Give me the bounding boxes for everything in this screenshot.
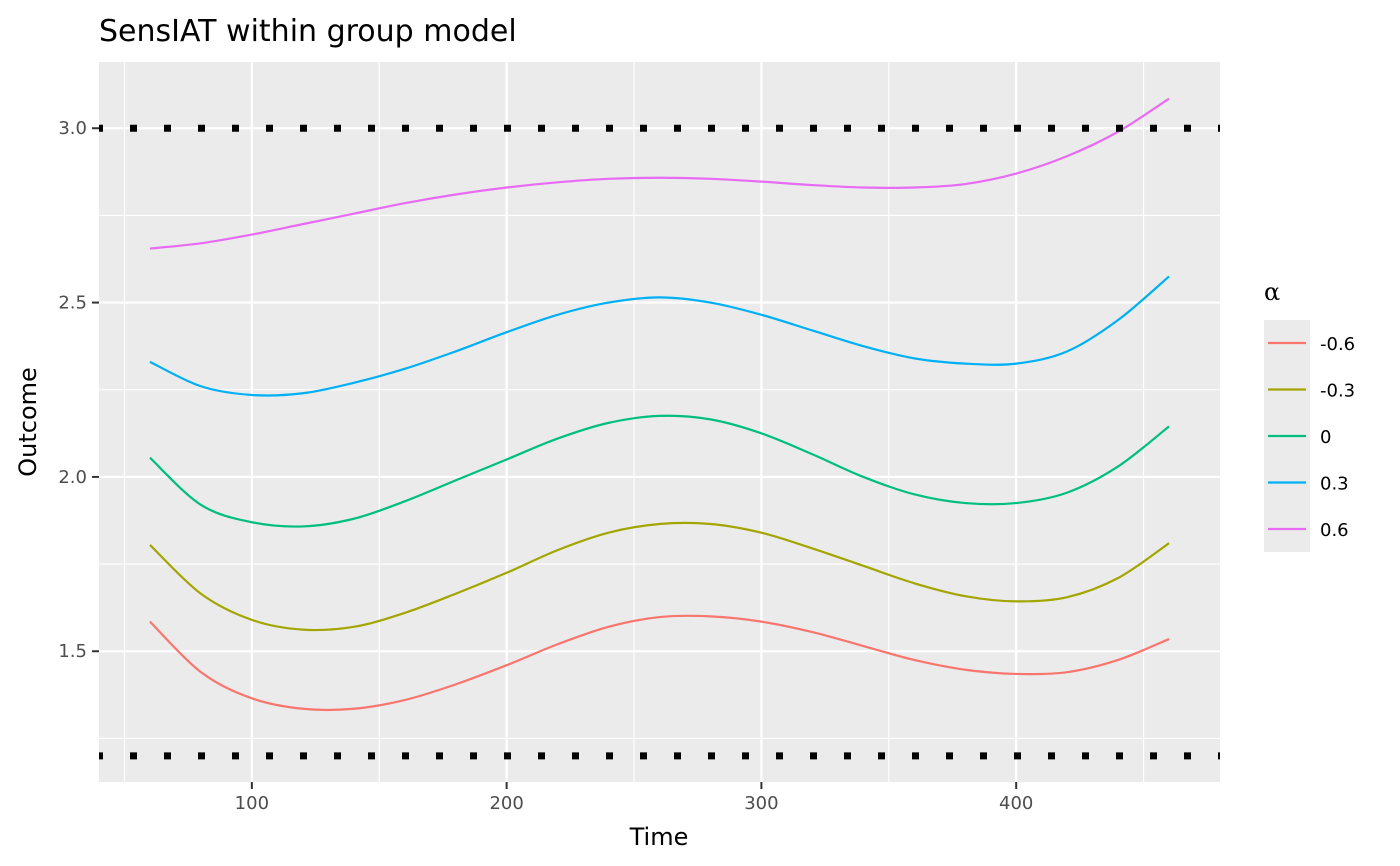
series-line-4 — [149, 97, 1170, 250]
plot-panel — [99, 62, 1220, 782]
legend-label-1: -0.3 — [1320, 381, 1355, 402]
legend-label-2: 0 — [1320, 427, 1331, 448]
series-line-3 — [149, 275, 1170, 397]
x-axis-title: Time — [629, 823, 689, 851]
legend-label-0: -0.6 — [1320, 334, 1355, 355]
legend-title: α — [1264, 278, 1280, 306]
chart-title: SensIAT within group model — [99, 14, 517, 49]
series-line-0 — [149, 614, 1170, 712]
legend-label-3: 0.3 — [1320, 474, 1349, 495]
legend: α -0.6 -0.3 0 0.3 0.6 — [1264, 278, 1355, 552]
y-tick-label: 3.0 — [58, 118, 87, 139]
x-tick-label: 400 — [999, 793, 1033, 814]
series-line-1 — [149, 521, 1170, 632]
y-axis-title: Outcome — [14, 367, 42, 477]
y-tick-label: 2.0 — [58, 467, 87, 488]
legend-label-4: 0.6 — [1320, 520, 1349, 541]
x-tick-label: 200 — [489, 793, 523, 814]
x-tick-label: 300 — [744, 793, 778, 814]
y-axis: 1.5 2.0 2.5 3.0 — [58, 118, 99, 662]
series-line-2 — [149, 414, 1170, 528]
panel-background — [99, 62, 1220, 782]
y-tick-label: 1.5 — [58, 641, 87, 662]
x-tick-label: 100 — [235, 793, 269, 814]
y-tick-label: 2.5 — [58, 293, 87, 314]
x-axis: 100 200 300 400 — [235, 782, 1033, 814]
